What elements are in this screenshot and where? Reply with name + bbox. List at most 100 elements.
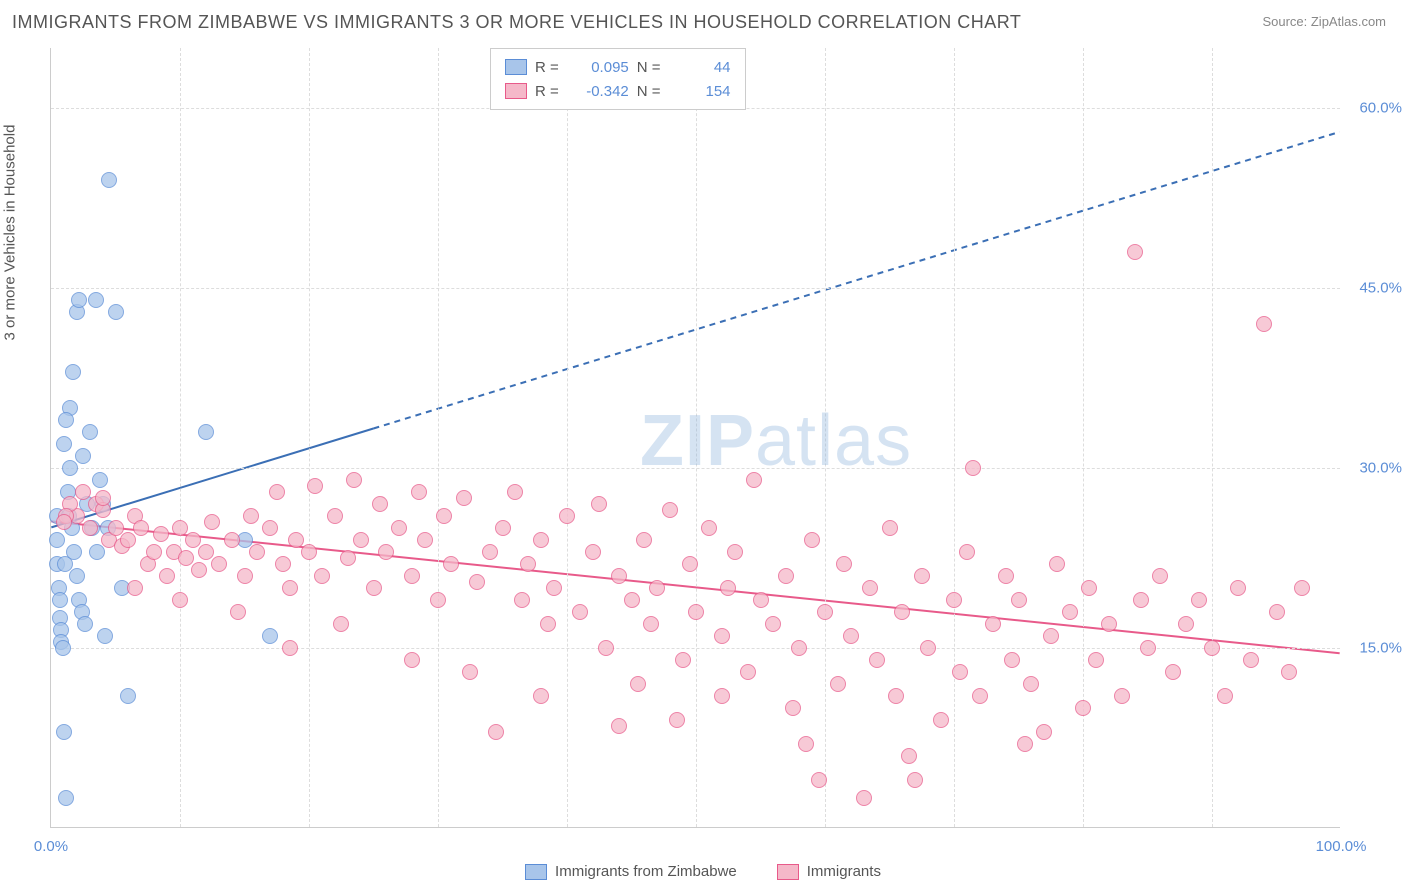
data-point	[108, 304, 124, 320]
data-point	[1127, 244, 1143, 260]
data-point	[688, 604, 704, 620]
data-point	[836, 556, 852, 572]
data-point	[185, 532, 201, 548]
data-point	[314, 568, 330, 584]
data-point	[57, 556, 73, 572]
data-point	[740, 664, 756, 680]
data-point	[307, 478, 323, 494]
data-point	[288, 532, 304, 548]
data-point	[920, 640, 936, 656]
data-point	[75, 484, 91, 500]
data-point	[488, 724, 504, 740]
legend-text-2: Immigrants	[807, 863, 881, 880]
gridline-v	[180, 48, 181, 827]
legend-swatch-pink	[777, 864, 799, 880]
data-point	[153, 526, 169, 542]
data-point	[533, 532, 549, 548]
data-point	[391, 520, 407, 536]
data-point	[211, 556, 227, 572]
data-point	[1217, 688, 1233, 704]
data-point	[1004, 652, 1020, 668]
data-point	[275, 556, 291, 572]
data-point	[282, 580, 298, 596]
data-point	[714, 628, 730, 644]
data-point	[1088, 652, 1104, 668]
data-point	[1152, 568, 1168, 584]
data-point	[649, 580, 665, 596]
data-point	[469, 574, 485, 590]
data-point	[282, 640, 298, 656]
data-point	[120, 532, 136, 548]
legend-row-series-2: R = -0.342 N = 154	[505, 79, 731, 103]
legend-swatch-blue	[505, 59, 527, 75]
data-point	[56, 436, 72, 452]
data-point	[301, 544, 317, 560]
data-point	[591, 496, 607, 512]
data-point	[598, 640, 614, 656]
data-point	[249, 544, 265, 560]
data-point	[327, 508, 343, 524]
gridline-v	[1212, 48, 1213, 827]
data-point	[727, 544, 743, 560]
data-point	[804, 532, 820, 548]
data-point	[611, 718, 627, 734]
source-label: Source: ZipAtlas.com	[1262, 14, 1386, 29]
data-point	[753, 592, 769, 608]
data-point	[714, 688, 730, 704]
data-point	[92, 472, 108, 488]
chart-plot-area: 15.0%30.0%45.0%60.0%0.0%100.0%	[50, 48, 1340, 828]
data-point	[1101, 616, 1117, 632]
data-point	[746, 472, 762, 488]
data-point	[462, 664, 478, 680]
data-point	[701, 520, 717, 536]
data-point	[856, 790, 872, 806]
data-point	[1165, 664, 1181, 680]
data-point	[133, 520, 149, 536]
data-point	[1178, 616, 1194, 632]
data-point	[507, 484, 523, 500]
data-point	[882, 520, 898, 536]
data-point	[101, 172, 117, 188]
data-point	[198, 424, 214, 440]
data-point	[1281, 664, 1297, 680]
data-point	[340, 550, 356, 566]
data-point	[353, 532, 369, 548]
legend-text-1: Immigrants from Zimbabwe	[555, 863, 737, 880]
data-point	[914, 568, 930, 584]
data-point	[636, 532, 652, 548]
data-point	[482, 544, 498, 560]
data-point	[675, 652, 691, 668]
data-point	[965, 460, 981, 476]
data-point	[933, 712, 949, 728]
data-point	[624, 592, 640, 608]
data-point	[643, 616, 659, 632]
data-point	[1269, 604, 1285, 620]
legend-item-1: Immigrants from Zimbabwe	[525, 863, 737, 880]
data-point	[146, 544, 162, 560]
data-point	[456, 490, 472, 506]
gridline-v	[438, 48, 439, 827]
data-point	[89, 544, 105, 560]
xtick-label: 0.0%	[34, 838, 68, 855]
data-point	[430, 592, 446, 608]
data-point	[82, 520, 98, 536]
r-value-1: 0.095	[571, 59, 629, 76]
data-point	[172, 520, 188, 536]
data-point	[1230, 580, 1246, 596]
data-point	[1243, 652, 1259, 668]
data-point	[765, 616, 781, 632]
data-point	[585, 544, 601, 560]
data-point	[798, 736, 814, 752]
data-point	[630, 676, 646, 692]
data-point	[75, 448, 91, 464]
data-point	[998, 568, 1014, 584]
data-point	[811, 772, 827, 788]
data-point	[417, 532, 433, 548]
gridline-v	[696, 48, 697, 827]
data-point	[572, 604, 588, 620]
data-point	[894, 604, 910, 620]
ytick-label: 45.0%	[1359, 280, 1402, 297]
data-point	[533, 688, 549, 704]
ytick-label: 15.0%	[1359, 640, 1402, 657]
legend-item-2: Immigrants	[777, 863, 881, 880]
